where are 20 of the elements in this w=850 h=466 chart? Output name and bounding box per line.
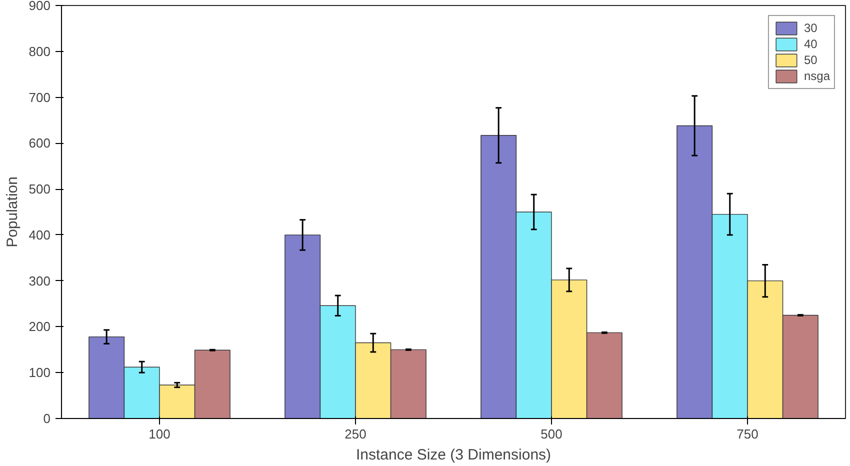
legend-label: 50 (804, 53, 818, 67)
x-tick-label: 100 (148, 426, 170, 442)
y-tick-label: 600 (28, 136, 51, 151)
legend-label: nsga (804, 69, 830, 83)
y-tick-label: 200 (28, 319, 51, 334)
x-axis-title: Instance Size (3 Dimensions) (356, 446, 552, 464)
x-tick-label: 750 (736, 426, 758, 442)
y-tick-label: 100 (28, 365, 51, 380)
legend-label: 40 (804, 37, 818, 51)
y-tick-label: 0 (43, 411, 51, 426)
y-axis-title: Population (4, 176, 21, 248)
y-tick-label: 700 (28, 90, 51, 105)
y-tick-label: 800 (28, 44, 51, 59)
y-tick-label: 400 (28, 227, 51, 242)
y-tick-label: 900 (28, 0, 51, 13)
x-tick-label: 500 (540, 426, 562, 442)
y-tick-label: 500 (28, 182, 51, 197)
legend-label: 30 (804, 21, 818, 35)
x-tick-label: 250 (344, 426, 366, 442)
y-tick-label: 300 (28, 273, 51, 288)
